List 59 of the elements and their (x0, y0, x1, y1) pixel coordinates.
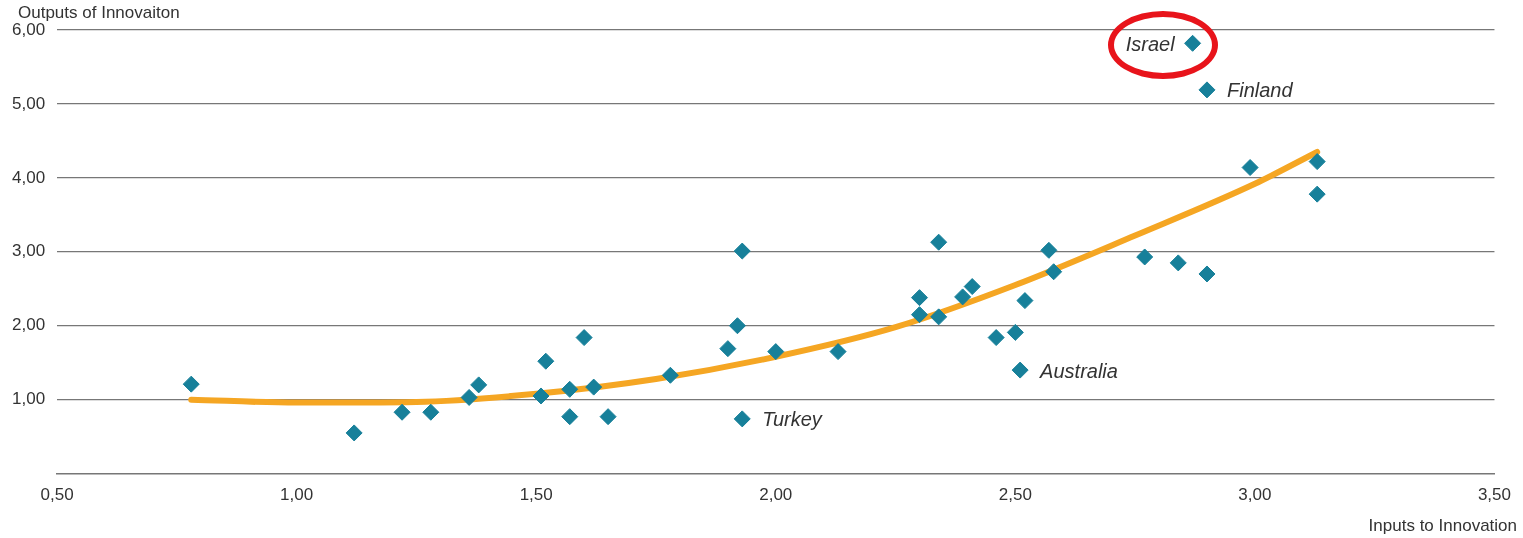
point (733, 410, 751, 428)
x-tick-label: 3,50 (1477, 485, 1511, 505)
point (1198, 81, 1216, 99)
y-tick-label: 2,00 (11, 315, 46, 335)
point (1184, 34, 1202, 52)
point (963, 278, 981, 296)
point (661, 366, 679, 384)
point (1136, 248, 1154, 266)
y-tick-label: 1,00 (11, 389, 46, 409)
point (532, 387, 550, 405)
point (767, 343, 785, 361)
point (1198, 265, 1216, 283)
x-tick-label: 1,00 (280, 485, 314, 505)
point (1011, 361, 1029, 379)
y-tick-label: 5,00 (11, 93, 46, 113)
point (599, 408, 617, 426)
point (728, 317, 746, 335)
annotation: Turkey (762, 408, 823, 431)
x-tick-label: 3,00 (1238, 485, 1272, 505)
point (1040, 241, 1058, 259)
y-tick-label: 6,00 (11, 19, 46, 39)
point (954, 288, 972, 306)
point (561, 408, 579, 426)
point (1169, 254, 1187, 272)
point (575, 329, 593, 347)
point (460, 388, 478, 406)
y-tick-label: 4,00 (11, 167, 46, 187)
x-tick-label: 2,50 (998, 485, 1032, 505)
point (393, 403, 411, 421)
y-tick-label: 3,00 (11, 241, 46, 261)
point (561, 380, 579, 398)
x-tick-label: 1,50 (519, 485, 553, 505)
point (719, 340, 737, 358)
x-axis-title: Inputs to Innovation (1368, 515, 1517, 535)
annotation: Australia (1039, 359, 1118, 382)
point (537, 352, 555, 370)
x-tick-label: 2,00 (759, 485, 793, 505)
point (585, 378, 603, 396)
point (930, 233, 948, 251)
point (1308, 185, 1326, 203)
point (829, 343, 847, 361)
point (470, 376, 488, 394)
point (1006, 323, 1024, 341)
point (1045, 263, 1063, 281)
point (422, 403, 440, 421)
point (930, 308, 948, 326)
annotation: Israel (1125, 32, 1176, 55)
y-axis-title: Outputs of Innovaiton (18, 2, 180, 22)
annotation: Finland (1226, 79, 1294, 102)
point (1016, 292, 1034, 310)
point (182, 375, 200, 393)
point (1241, 159, 1259, 177)
point (1308, 153, 1326, 171)
point (911, 289, 929, 307)
point (987, 329, 1005, 347)
point (733, 242, 751, 260)
point (345, 424, 363, 442)
x-tick-label: 0,50 (40, 485, 74, 505)
point (911, 306, 929, 324)
